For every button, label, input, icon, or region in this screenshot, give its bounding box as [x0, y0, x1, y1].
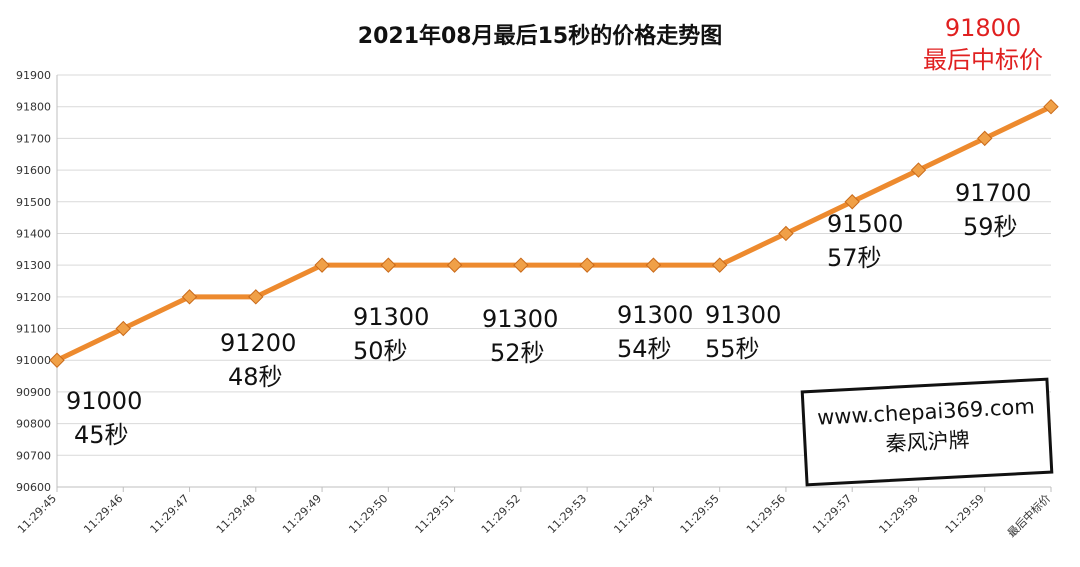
y-tick-label: 91600 — [16, 164, 51, 177]
y-tick-label: 91400 — [16, 227, 51, 240]
price-line — [54, 104, 1054, 363]
x-tick-label: 11:29:54 — [611, 492, 655, 536]
annotation-55s: 91300 55秒 — [705, 298, 781, 366]
y-tick-label: 91500 — [16, 196, 51, 209]
annotation-second: 52秒 — [490, 339, 545, 367]
x-tick-label: 最后中标价 — [1004, 491, 1053, 540]
y-tick-label: 90900 — [16, 386, 51, 399]
y-tick-label: 90700 — [16, 449, 51, 462]
annotation-48s: 91200 48秒 — [220, 326, 296, 394]
data-point-marker — [248, 289, 264, 305]
annotation-value: 91300 — [353, 303, 430, 331]
data-point-marker — [115, 320, 131, 337]
x-tick-label: 11:29:47 — [148, 492, 192, 536]
series-layer — [49, 98, 1059, 368]
final-price-label: 最后中标价 — [923, 46, 1043, 74]
data-point-marker — [380, 257, 397, 273]
annotation-second: 55秒 — [705, 335, 760, 363]
annotation-second: 57秒 — [827, 244, 882, 272]
data-point-marker — [513, 257, 529, 273]
y-tick-label: 91800 — [16, 101, 51, 114]
annotation-value: 91500 — [827, 210, 904, 238]
y-tick-label: 90800 — [16, 418, 51, 431]
chart-title: 2021年08月最后15秒的价格走势图 — [357, 24, 723, 49]
data-point-marker — [778, 225, 794, 242]
annotation-value: 91200 — [220, 329, 297, 357]
y-tick-label: 91000 — [16, 354, 51, 367]
final-price-callout: 91800 最后中标价 — [908, 12, 1058, 76]
data-point-marker — [844, 194, 860, 210]
grid-layer — [57, 74, 1051, 488]
x-tick-label: 11:29:55 — [678, 492, 722, 536]
data-point-marker — [181, 289, 198, 305]
data-point-marker — [314, 257, 330, 273]
x-tick-label: 11:29:48 — [214, 492, 258, 536]
annotation-value: 91700 — [955, 179, 1032, 207]
annotation-50s: 91300 50秒 — [353, 300, 429, 368]
annotation-value: 91300 — [617, 301, 694, 329]
x-tick-label: 11:29:59 — [943, 492, 987, 536]
x-tick-label: 11:29:57 — [810, 492, 854, 536]
annotation-second: 50秒 — [353, 337, 408, 365]
x-tick-label: 11:29:49 — [280, 492, 324, 536]
x-tick-label: 11:29:45 — [15, 492, 59, 536]
annotation-second: 45秒 — [74, 421, 129, 449]
data-point-marker — [711, 257, 728, 273]
data-point-marker — [645, 257, 662, 273]
data-point-marker — [910, 162, 927, 178]
y-tick-label: 91300 — [16, 259, 51, 272]
x-tick-label: 11:29:51 — [413, 492, 457, 536]
data-point-marker — [579, 257, 595, 273]
annotation-54s: 91300 54秒 — [617, 298, 693, 366]
y-tick-label: 90600 — [16, 481, 51, 494]
annotation-value: 91300 — [482, 305, 559, 333]
x-tick-label: 11:29:50 — [346, 492, 390, 536]
y-tick-label: 91700 — [16, 132, 51, 145]
y-tick-label: 91900 — [16, 69, 51, 82]
watermark-stamp: www.chepai369.com 秦风沪牌 — [800, 377, 1054, 487]
y-tick-label: 91200 — [16, 291, 51, 304]
data-point-marker — [446, 257, 463, 273]
x-tick-label: 11:29:52 — [479, 492, 523, 536]
annotation-59s: 91700 59秒 — [955, 176, 1031, 244]
data-point-marker — [1043, 98, 1059, 115]
annotation-value: 91300 — [705, 301, 782, 329]
annotation-second: 54秒 — [617, 335, 672, 363]
annotation-45s: 91000 45秒 — [66, 384, 142, 452]
annotation-value: 91000 — [66, 387, 143, 415]
x-tick-label: 11:29:53 — [545, 492, 589, 536]
annotation-57s: 91500 57秒 — [827, 207, 903, 275]
annotation-52s: 91300 52秒 — [482, 302, 558, 370]
data-point-marker — [977, 130, 993, 147]
x-tick-label: 11:29:58 — [876, 492, 920, 536]
x-tick-label: 11:29:56 — [744, 492, 788, 536]
annotation-second: 59秒 — [963, 213, 1018, 241]
y-tick-label: 91100 — [16, 323, 51, 336]
data-point-marker — [49, 352, 65, 368]
final-price-value: 91800 — [944, 14, 1022, 42]
x-tick-label: 11:29:46 — [81, 492, 125, 536]
annotation-second: 48秒 — [228, 363, 283, 391]
